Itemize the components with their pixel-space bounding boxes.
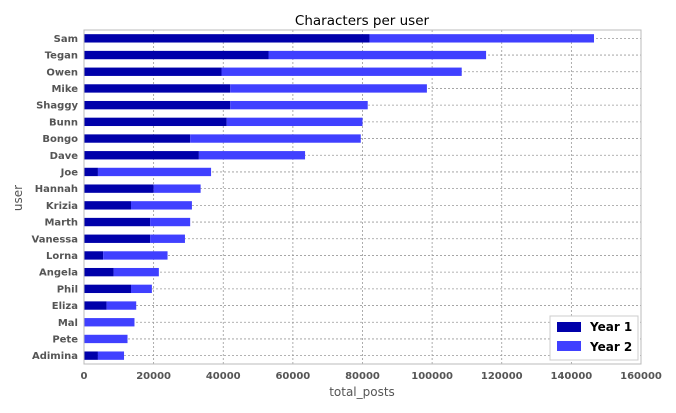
bar-year-2 <box>226 117 363 127</box>
bar-year-1 <box>84 84 231 93</box>
y-tick-label: Owen <box>46 67 78 78</box>
chart-title: Characters per user <box>295 13 430 29</box>
y-tick-label: Eliza <box>52 301 78 312</box>
bar-year-1 <box>84 67 222 76</box>
y-tick-label: Tegan <box>45 51 78 62</box>
bar-year-1 <box>84 217 151 227</box>
y-tick-label: Sam <box>54 34 78 45</box>
x-tick-label: 160000 <box>620 371 662 382</box>
y-tick-label: Krizia <box>46 201 78 212</box>
y-tick-label: Adimina <box>32 351 78 362</box>
bar-year-1 <box>84 301 107 310</box>
y-tick-label: Marth <box>44 218 78 229</box>
bar-year-1 <box>84 151 199 160</box>
legend-label-year-1: Year 1 <box>589 320 632 334</box>
bar-year-2 <box>153 184 201 193</box>
y-axis-label: user <box>11 185 25 211</box>
bar-year-2 <box>230 100 368 110</box>
legend-swatch-year-1 <box>557 322 581 332</box>
y-tick-label: Mal <box>58 318 78 329</box>
y-tick-label: Lorna <box>46 251 78 262</box>
bar-year-2 <box>130 201 192 210</box>
bar-year-2 <box>369 34 595 43</box>
y-tick-label: Dave <box>50 151 79 162</box>
x-tick-label: 80000 <box>345 371 380 382</box>
x-tick-label: 20000 <box>136 371 171 382</box>
legend-swatch-year-2 <box>557 341 581 351</box>
x-tick-label: 60000 <box>275 371 310 382</box>
x-axis-ticks: 0 20000 40000 60000 80000 100000 120000 140000 1… <box>81 371 662 382</box>
bar-year-1 <box>84 234 151 243</box>
bar-year-2 <box>97 167 212 177</box>
bar-year-1 <box>84 267 114 277</box>
bars <box>84 34 595 360</box>
bar-year-1 <box>84 34 370 43</box>
bar-year-1 <box>84 117 227 127</box>
x-tick-label: 0 <box>81 371 88 382</box>
x-tick-label: 140000 <box>551 371 593 382</box>
bar-year-2 <box>221 67 462 76</box>
bar-year-1 <box>84 100 231 110</box>
bar-year-1 <box>84 201 131 210</box>
bar-year-1 <box>84 134 191 143</box>
y-tick-label: Bongo <box>42 134 78 145</box>
bar-year-2 <box>97 351 125 360</box>
x-axis-label: total_posts <box>329 385 395 399</box>
bar-year-1 <box>84 167 98 177</box>
legend-label-year-2: Year 2 <box>589 340 632 354</box>
plot-frame <box>83 29 642 365</box>
bar-year-2 <box>230 84 427 93</box>
x-tick-label: 120000 <box>481 371 523 382</box>
bar-year-1 <box>84 284 131 294</box>
bar-year-2 <box>150 234 185 243</box>
bar-year-2 <box>113 267 159 277</box>
bar-year-2 <box>84 318 135 327</box>
bar-year-1 <box>84 251 104 260</box>
y-tick-label: Angela <box>39 268 78 279</box>
y-axis-ticks: Sam Tegan Owen Mike Shaggy Bunn Bongo Dave Joe Ha… <box>32 34 79 362</box>
bar-year-2 <box>84 334 128 344</box>
bar-year-2 <box>198 151 306 160</box>
y-tick-label: Shaggy <box>36 101 78 112</box>
bar-year-1 <box>84 184 154 193</box>
bar-year-1 <box>84 351 98 360</box>
bar-year-2 <box>130 284 152 294</box>
y-tick-label: Joe <box>60 167 79 178</box>
y-tick-label: Hannah <box>35 184 78 195</box>
y-tick-label: Vanessa <box>32 234 79 245</box>
x-tick-label: 40000 <box>206 371 241 382</box>
y-tick-label: Bunn <box>49 117 78 128</box>
y-tick-label: Phil <box>57 284 78 295</box>
x-tick-label: 100000 <box>411 371 453 382</box>
bar-year-2 <box>103 251 168 260</box>
legend: Year 1 Year 2 <box>549 315 639 361</box>
bar-year-2 <box>150 217 191 227</box>
y-tick-label: Mike <box>51 84 78 95</box>
bar-year-1 <box>84 50 269 60</box>
y-tick-label: Pete <box>52 334 78 345</box>
bar-year-2 <box>106 301 137 310</box>
bar-year-2 <box>190 134 361 143</box>
bar-year-2 <box>268 50 487 60</box>
